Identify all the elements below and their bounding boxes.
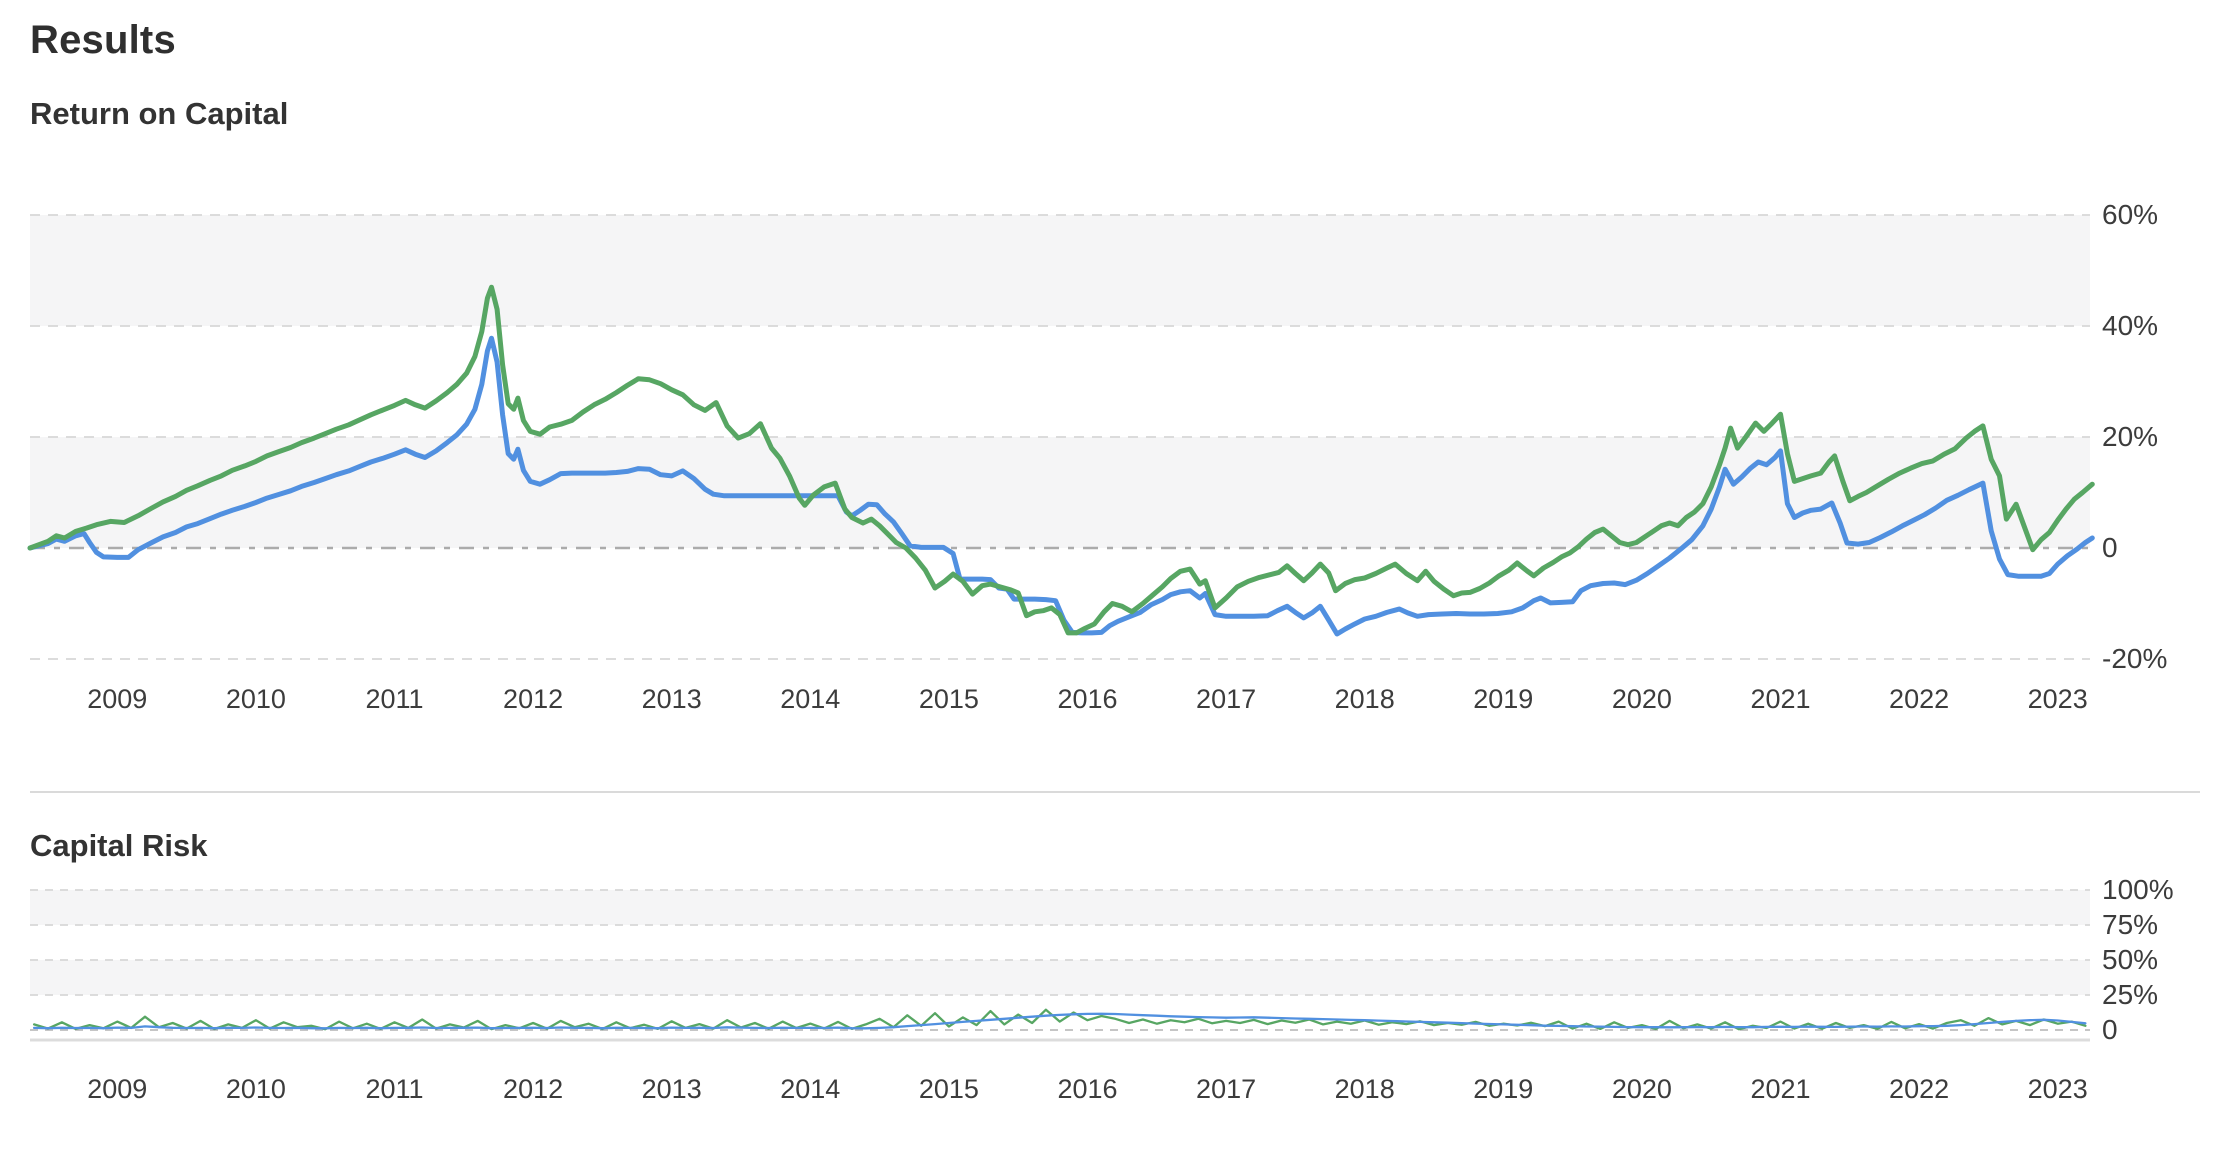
x-tick-label: 2017 xyxy=(1196,684,1257,714)
y-tick-label: 60% xyxy=(2102,199,2159,230)
x-tick-label: 2009 xyxy=(87,684,148,714)
x-tick-label: 2010 xyxy=(225,1074,286,1104)
series-line-blue xyxy=(32,1012,2087,1030)
y-tick-label: 20% xyxy=(2102,421,2159,452)
x-tick-label: 2021 xyxy=(1750,1074,1811,1104)
x-tick-label: 2015 xyxy=(918,684,979,714)
x-tick-label: 2016 xyxy=(1057,1074,1118,1104)
y-tick-label: 0 xyxy=(2102,532,2118,563)
x-tick-label: 2012 xyxy=(503,1074,564,1104)
x-tick-label: 2010 xyxy=(225,684,286,714)
x-tick-label: 2016 xyxy=(1057,684,1118,714)
x-tick-label: 2014 xyxy=(780,1074,841,1104)
y-tick-label: 50% xyxy=(2102,944,2159,975)
x-tick-label: 2009 xyxy=(87,1074,148,1104)
y-tick-label: 25% xyxy=(2102,979,2159,1010)
y-tick-label: -20% xyxy=(2102,643,2168,674)
x-tick-label: 2022 xyxy=(1889,1074,1950,1104)
plot-band xyxy=(30,890,2090,925)
plot-band xyxy=(30,437,2090,548)
x-tick-label: 2023 xyxy=(2027,684,2088,714)
section-divider xyxy=(30,791,2200,793)
page-title: Results xyxy=(30,18,176,62)
x-tick-label: 2023 xyxy=(2027,1074,2088,1104)
plot-band xyxy=(30,215,2090,326)
x-tick-label: 2011 xyxy=(365,1074,424,1104)
x-tick-label: 2020 xyxy=(1611,1074,1672,1104)
y-tick-label: 40% xyxy=(2102,310,2159,341)
x-tick-label: 2019 xyxy=(1473,1074,1534,1104)
x-tick-label: 2018 xyxy=(1334,684,1395,714)
chart-title-capital-risk: Capital Risk xyxy=(30,828,208,863)
x-tick-label: 2015 xyxy=(918,1074,979,1104)
y-tick-label: 0 xyxy=(2102,1014,2118,1045)
x-tick-label: 2019 xyxy=(1473,684,1534,714)
plot-band xyxy=(30,960,2090,995)
x-tick-label: 2017 xyxy=(1196,1074,1257,1104)
y-tick-label: 75% xyxy=(2102,909,2159,940)
x-tick-label: 2022 xyxy=(1889,684,1950,714)
x-tick-label: 2014 xyxy=(780,684,841,714)
y-tick-label: 100% xyxy=(2102,874,2174,905)
x-tick-label: 2018 xyxy=(1334,1074,1395,1104)
chart-title-return-on-capital: Return on Capital xyxy=(30,96,289,131)
x-tick-label: 2020 xyxy=(1611,684,1672,714)
x-tick-label: 2021 xyxy=(1750,684,1811,714)
x-tick-label: 2013 xyxy=(641,1074,702,1104)
x-tick-label: 2011 xyxy=(365,684,424,714)
x-tick-label: 2012 xyxy=(503,684,564,714)
x-tick-label: 2013 xyxy=(641,684,702,714)
series-line-green xyxy=(27,284,2095,636)
